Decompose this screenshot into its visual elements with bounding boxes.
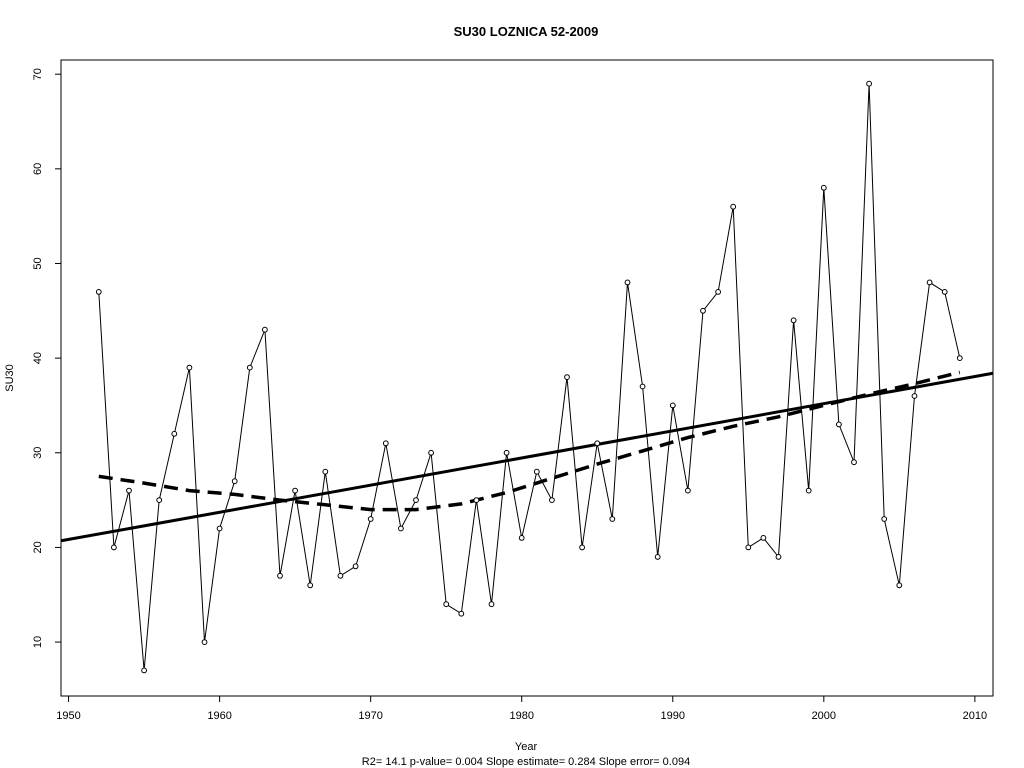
series-layer [60, 80, 994, 674]
data-point [428, 449, 435, 456]
data-point [231, 478, 238, 485]
data-point [609, 516, 616, 522]
x-tick-label: 2010 [963, 710, 987, 722]
x-tick-label: 1970 [358, 710, 382, 722]
data-point [488, 601, 495, 608]
data-point [352, 563, 359, 570]
data-point [820, 184, 827, 191]
data-point [911, 393, 918, 399]
data-point [866, 80, 872, 87]
x-tick-label: 2000 [812, 710, 836, 722]
data-point [141, 667, 148, 674]
y-tick-label: 40 [32, 352, 44, 364]
plot-frame [60, 59, 994, 697]
data-point [669, 402, 676, 409]
data-point [398, 525, 404, 532]
regression-stats: R2= 14.1 p-value= 0.004 Slope estimate= … [362, 756, 690, 768]
data-point [322, 468, 329, 475]
data-point [790, 317, 797, 324]
smoothed-trend-line [98, 370, 961, 512]
data-point [926, 279, 933, 286]
data-point [216, 525, 223, 532]
y-axis: 10 20 30 40 50 60 70 [32, 68, 62, 648]
data-point [896, 582, 903, 589]
data-point [156, 497, 163, 504]
data-point [579, 544, 585, 551]
x-tick-label: 1960 [207, 710, 231, 722]
y-tick-label: 20 [32, 541, 44, 553]
observed-series-line [98, 83, 961, 671]
data-point [292, 487, 299, 494]
data-point [262, 326, 268, 333]
data-point [685, 487, 691, 494]
x-axis-label: Year [515, 741, 538, 753]
data-point [503, 449, 510, 456]
data-point [246, 364, 253, 371]
data-point [111, 544, 117, 551]
data-point [700, 307, 706, 314]
data-point [126, 487, 132, 494]
data-point [745, 544, 752, 551]
x-tick-label: 1990 [661, 710, 685, 722]
data-point [307, 582, 314, 589]
data-point [805, 487, 812, 494]
data-point [518, 535, 525, 541]
y-tick-label: 10 [32, 636, 44, 648]
chart-title: SU30 LOZNICA 52-2009 [454, 24, 599, 39]
data-point [95, 289, 102, 295]
data-point [881, 516, 888, 522]
data-point [382, 440, 389, 447]
data-point [715, 289, 721, 295]
data-point [639, 383, 646, 390]
data-point [458, 610, 465, 617]
data-point [171, 430, 178, 437]
data-point [851, 459, 857, 466]
x-tick-label: 1980 [509, 710, 533, 722]
y-tick-label: 70 [32, 68, 44, 80]
data-point [760, 535, 767, 541]
data-point [564, 374, 570, 381]
data-point [367, 516, 374, 522]
data-point [473, 497, 480, 504]
data-point [337, 572, 344, 579]
x-tick-label: 1950 [56, 710, 80, 722]
data-point [624, 279, 631, 286]
data-point [443, 601, 450, 608]
data-point [186, 364, 193, 371]
plot-area [60, 59, 994, 697]
y-axis-label: SU30 [4, 364, 16, 392]
data-point [201, 639, 208, 645]
data-point [594, 440, 601, 447]
data-point [549, 497, 555, 504]
y-tick-label: 60 [32, 163, 44, 175]
x-axis: 1950 1960 1970 1980 1990 2000 2010 [56, 695, 987, 722]
data-point [775, 554, 782, 560]
data-point [956, 355, 963, 362]
data-point [533, 468, 540, 475]
data-point [730, 203, 737, 210]
data-point [277, 572, 283, 579]
data-point [413, 497, 419, 504]
data-point [941, 289, 948, 295]
y-tick-label: 50 [32, 257, 44, 269]
y-tick-label: 30 [32, 447, 44, 459]
data-point [654, 554, 661, 560]
data-point [836, 421, 842, 428]
